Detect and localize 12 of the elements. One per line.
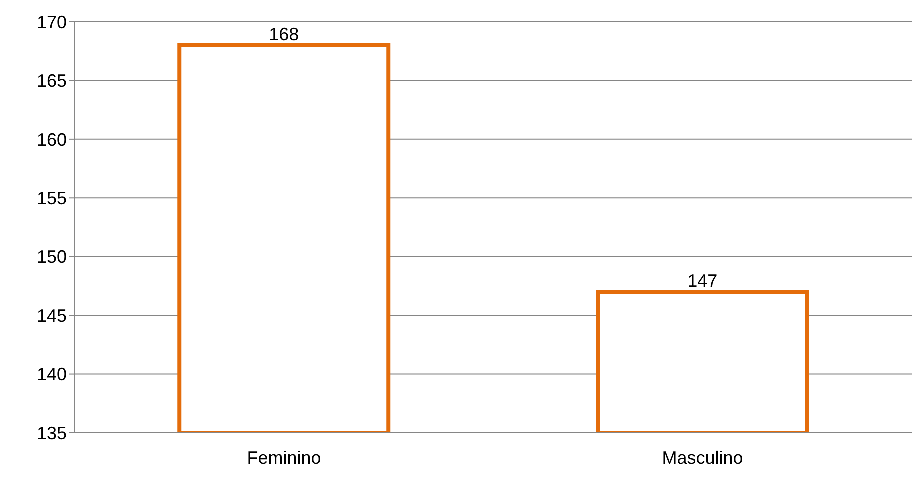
data-label: 147 xyxy=(688,271,718,292)
x-tick-label: Masculino xyxy=(662,448,744,468)
y-tick-label: 165 xyxy=(36,71,67,92)
x-tick-label: Feminino xyxy=(247,448,322,468)
y-tick-label: 135 xyxy=(36,423,67,444)
y-tick-label: 140 xyxy=(36,364,67,385)
data-label: 168 xyxy=(269,24,300,44)
y-tick-label: 150 xyxy=(36,247,67,268)
y-tick-label: 170 xyxy=(36,12,67,32)
y-tick-label: 160 xyxy=(36,130,67,150)
y-tick-label: 145 xyxy=(36,306,67,326)
y-tick-label: 155 xyxy=(36,188,67,209)
